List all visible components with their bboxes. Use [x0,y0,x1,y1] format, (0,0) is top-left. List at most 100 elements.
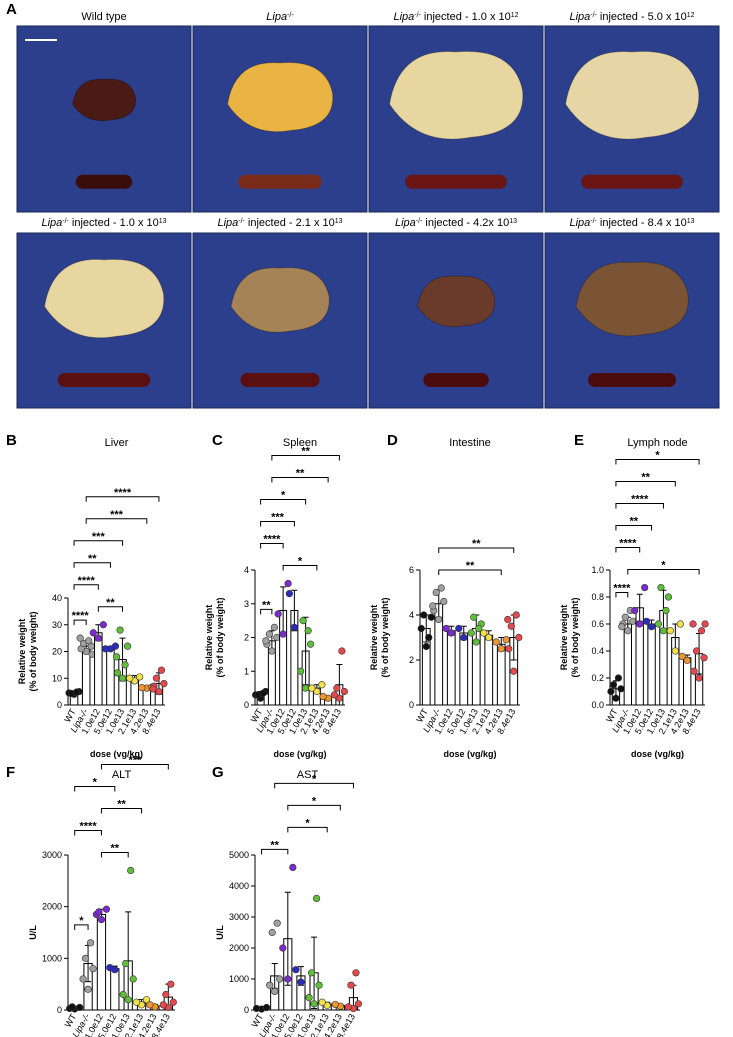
data-point [68,1003,76,1011]
photo-caption: Lipa-/- injected - 5.0 x 1012 [569,11,694,23]
data-point [271,987,279,996]
significance-label: **** [619,538,637,550]
data-point [307,969,316,977]
data-point [127,866,135,875]
data-point [352,969,360,977]
significance-bracket [271,455,340,461]
data-point [654,620,663,628]
caption-part: -/- [590,218,597,225]
significance-label: *** [128,755,142,767]
data-point [492,638,500,646]
photo-caption: Lipa-/- injected - 2.1 x 1013 [217,217,342,229]
caption-part: Wild type [81,11,126,23]
x-axis-label: dose (vg/kg) [90,749,143,759]
y-tick-label: 0 [244,700,249,710]
data-point [122,959,130,968]
data-point [268,928,276,937]
data-point [497,645,505,653]
data-point [318,998,326,1006]
bar [496,643,506,706]
caption-part: Lipa [266,11,287,23]
y-tick-label: 0.8 [591,592,604,602]
data-point [683,656,691,665]
significance-bracket [100,808,143,814]
significance-label: ** [629,516,638,528]
data-point [119,990,127,999]
data-point [472,638,480,646]
data-point [124,996,132,1004]
data-point [102,905,111,913]
liver-image [564,50,700,140]
significance-label: * [312,773,317,785]
data-point [507,622,515,630]
bar [484,634,494,706]
caption-part: injected - 1.0 x 10 [69,217,159,229]
significance-label: ** [111,843,120,855]
significance-label: ** [262,599,271,611]
data-point [432,588,440,597]
data-point [692,647,701,655]
panel-letter: A [6,1,17,18]
data-point [167,980,175,988]
data-point [136,673,144,681]
data-point [310,1000,318,1008]
liver-image [575,261,689,337]
data-point [636,620,644,628]
data-point [89,965,97,973]
y-tick-label: 6 [409,565,414,575]
caption-part: 13 [159,218,167,225]
chart-title: Spleen [283,437,317,449]
bar [96,913,107,1011]
error-bar [284,891,291,986]
data-point [617,685,625,693]
significance-bracket [100,852,129,858]
significance-bracket [615,592,629,598]
y-axis-label: Relative weight [17,619,27,685]
chart-title: Liver [105,437,129,449]
significance-label: * [298,556,303,568]
y-tick-label: 4000 [229,881,249,891]
data-point [126,674,134,682]
significance-label: ** [466,560,475,572]
significance-bracket [438,547,515,553]
data-point [664,593,673,601]
data-point [460,633,468,642]
data-point [435,615,443,624]
chart-title: Intestine [449,437,491,449]
spleen-image [238,174,322,189]
photo-caption: Lipa-/- injected - 4.2x 1013 [395,217,517,229]
data-point [629,617,637,625]
significance-label: * [305,817,310,829]
y-tick-label: 2 [244,633,249,643]
y-tick-label: 0 [244,1005,249,1015]
data-point [618,623,626,631]
significance-label: *** [92,531,106,543]
data-point [118,674,127,682]
data-point [270,623,278,631]
y-tick-label: 20 [52,647,62,657]
data-point [84,985,92,993]
y-tick-label: 4 [409,610,414,620]
data-point [313,687,321,696]
significance-bracket [73,540,124,546]
data-point [502,636,510,644]
data-point [504,615,512,624]
bar [647,623,656,706]
y-tick-label: 0.2 [591,673,604,683]
data-point [427,613,435,621]
significance-bracket [615,525,653,531]
liver-image [388,50,524,140]
y-tick-label: 0.6 [591,619,604,629]
data-point [99,621,107,629]
significance-label: ** [641,472,650,484]
significance-label: * [93,777,98,789]
significance-label: **** [78,575,96,587]
data-point [268,647,276,655]
y-tick-label: 1000 [229,974,249,984]
y-tick-label: 5000 [229,850,249,860]
significance-bracket [287,804,341,811]
bar [110,968,120,1011]
caption-part: -/- [238,218,245,225]
photo-caption: Wild type [81,11,126,23]
